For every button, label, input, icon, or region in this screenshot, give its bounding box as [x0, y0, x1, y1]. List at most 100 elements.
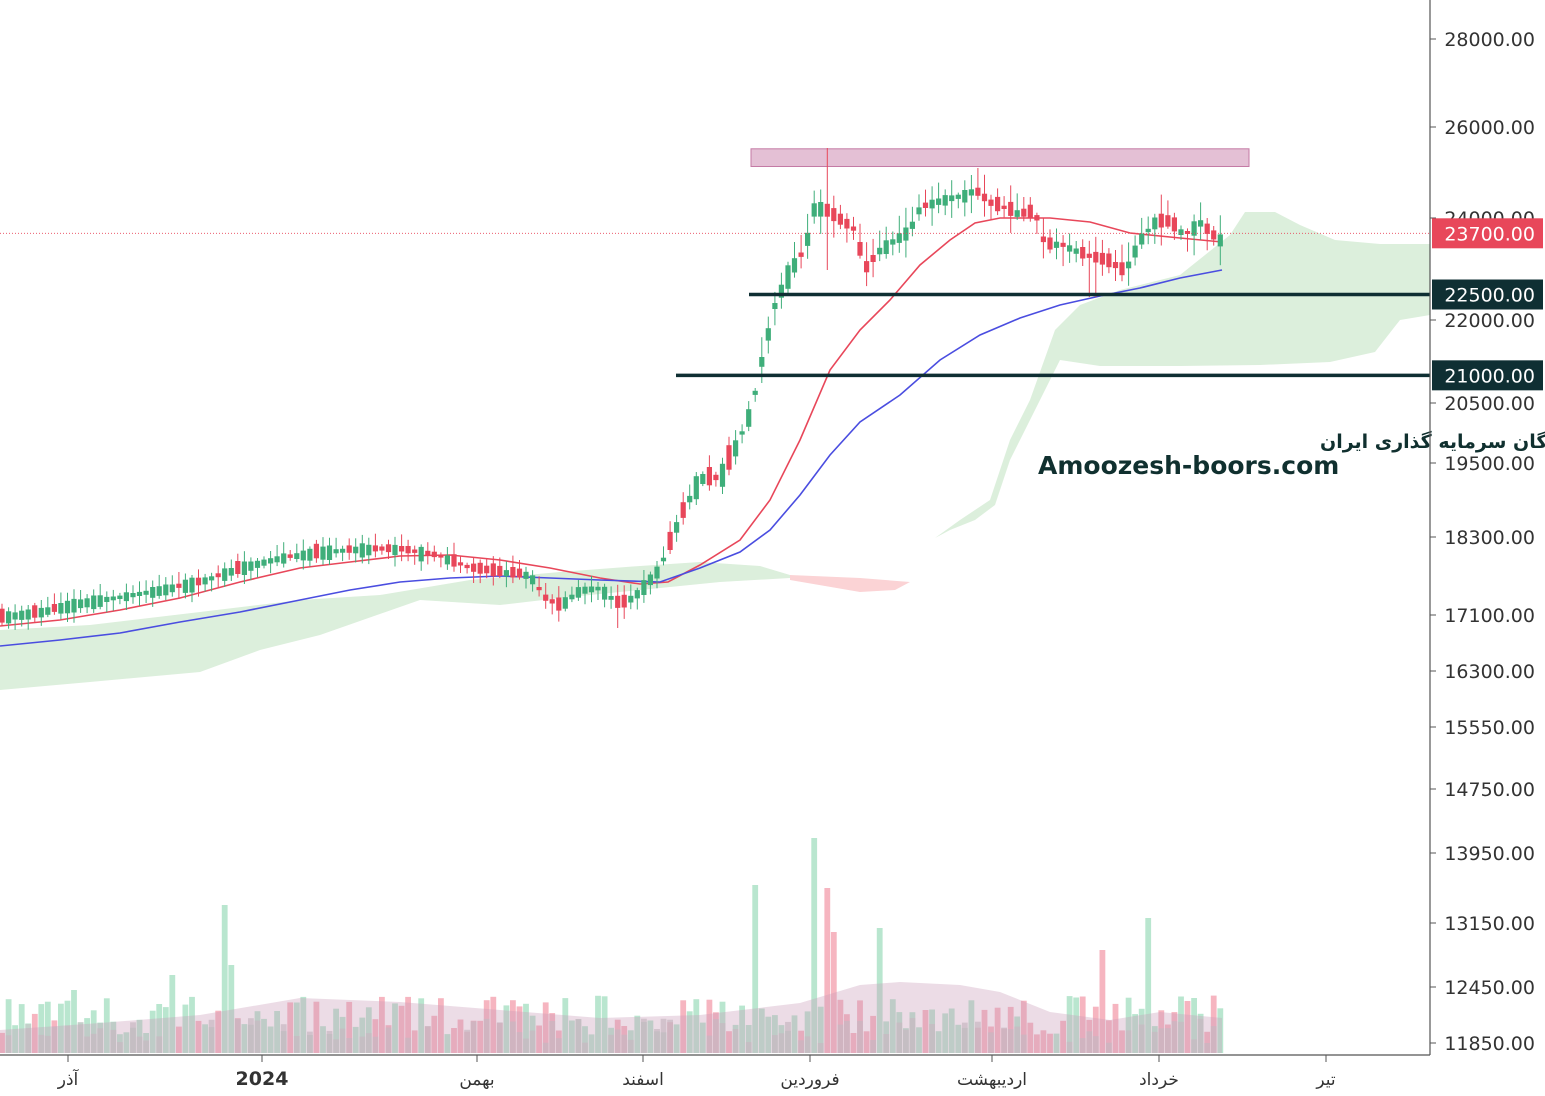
support-level-badge[interactable] [1432, 279, 1543, 310]
candle[interactable] [1008, 185, 1014, 233]
candle[interactable] [765, 316, 771, 354]
candle[interactable] [857, 223, 863, 259]
candle[interactable] [425, 542, 431, 565]
candle[interactable] [392, 536, 398, 567]
candle[interactable] [1001, 196, 1007, 218]
candle[interactable] [379, 544, 385, 555]
candle[interactable] [261, 556, 267, 569]
candle[interactable] [778, 272, 784, 309]
candle[interactable] [418, 544, 424, 571]
candle[interactable] [431, 545, 437, 562]
candle[interactable] [877, 230, 883, 262]
candle[interactable] [805, 213, 811, 259]
candle[interactable] [209, 572, 215, 592]
candle[interactable] [1067, 233, 1073, 263]
candle[interactable] [575, 579, 581, 601]
candle[interactable] [497, 557, 503, 579]
candle[interactable] [510, 555, 516, 584]
candle[interactable] [883, 226, 889, 259]
candle[interactable] [169, 575, 175, 597]
candle[interactable] [1198, 202, 1204, 240]
candle[interactable] [549, 594, 555, 615]
candle[interactable] [1027, 197, 1033, 222]
candle[interactable] [785, 261, 791, 294]
candle[interactable] [936, 182, 942, 214]
support-level-badge[interactable] [1432, 360, 1543, 391]
candle[interactable] [412, 545, 418, 565]
candle[interactable] [700, 471, 706, 487]
candle[interactable] [706, 455, 712, 491]
candle[interactable] [64, 592, 71, 622]
time-axis[interactable]: آذر 2024 بهمن اسفند فروردین اردیبهشت خرداد تیر [0, 1054, 1430, 1090]
candle[interactable] [490, 556, 496, 586]
candle[interactable] [1014, 193, 1020, 220]
candle[interactable] [1191, 214, 1197, 256]
candle[interactable] [294, 543, 300, 563]
candle[interactable] [195, 569, 202, 597]
candle[interactable] [988, 194, 994, 220]
candle[interactable] [1145, 216, 1151, 245]
candle[interactable] [274, 545, 280, 567]
candle[interactable] [300, 539, 306, 570]
candle[interactable] [942, 189, 948, 216]
candle[interactable] [608, 586, 614, 609]
candle[interactable] [25, 605, 31, 630]
candle[interactable] [143, 580, 149, 603]
candle[interactable] [1112, 250, 1119, 281]
candle[interactable] [543, 583, 549, 609]
candle[interactable] [909, 206, 915, 237]
candle[interactable] [71, 589, 77, 623]
candle[interactable] [733, 430, 739, 465]
candle[interactable] [680, 492, 686, 525]
candle[interactable] [929, 186, 935, 226]
candle[interactable] [254, 558, 261, 578]
candle[interactable] [1080, 239, 1086, 266]
candle[interactable] [464, 562, 470, 574]
candle[interactable] [457, 555, 464, 574]
candle[interactable] [955, 192, 961, 209]
candle[interactable] [150, 580, 156, 607]
candle[interactable] [202, 573, 208, 592]
candle[interactable] [1073, 241, 1079, 263]
candle[interactable] [837, 204, 843, 230]
ema-long-line[interactable] [0, 269, 1223, 647]
candle[interactable] [1178, 225, 1184, 240]
candle[interactable] [654, 561, 660, 589]
candle[interactable] [38, 600, 44, 626]
candle[interactable] [739, 424, 745, 444]
candle[interactable] [791, 242, 798, 278]
candle[interactable] [772, 291, 778, 326]
candle[interactable] [811, 190, 817, 224]
candle[interactable] [1165, 200, 1171, 229]
candle[interactable] [850, 216, 857, 240]
candle[interactable] [674, 514, 680, 542]
candle[interactable] [621, 585, 627, 619]
candle[interactable] [215, 565, 221, 588]
candle[interactable] [1040, 217, 1046, 259]
candle[interactable] [78, 590, 84, 613]
candle[interactable] [1086, 240, 1092, 297]
candle[interactable] [104, 591, 110, 613]
candle[interactable] [588, 575, 595, 603]
candle[interactable] [864, 242, 870, 287]
candle[interactable] [372, 533, 378, 558]
candle[interactable] [968, 175, 974, 214]
candle[interactable] [385, 539, 392, 559]
candle[interactable] [32, 602, 38, 623]
candle[interactable] [1106, 248, 1112, 274]
candle[interactable] [719, 457, 726, 494]
candle[interactable] [353, 538, 359, 563]
candle[interactable] [916, 194, 922, 221]
candle[interactable] [451, 542, 457, 572]
candle[interactable] [641, 570, 647, 603]
candle[interactable] [405, 539, 411, 562]
candle[interactable] [110, 589, 116, 611]
candle[interactable] [1158, 194, 1164, 246]
candle[interactable] [346, 538, 352, 560]
candle[interactable] [516, 560, 523, 580]
candle[interactable] [235, 553, 241, 578]
candle[interactable] [320, 537, 326, 565]
candle[interactable] [556, 586, 562, 622]
resistance-zone-box[interactable] [750, 148, 1250, 168]
